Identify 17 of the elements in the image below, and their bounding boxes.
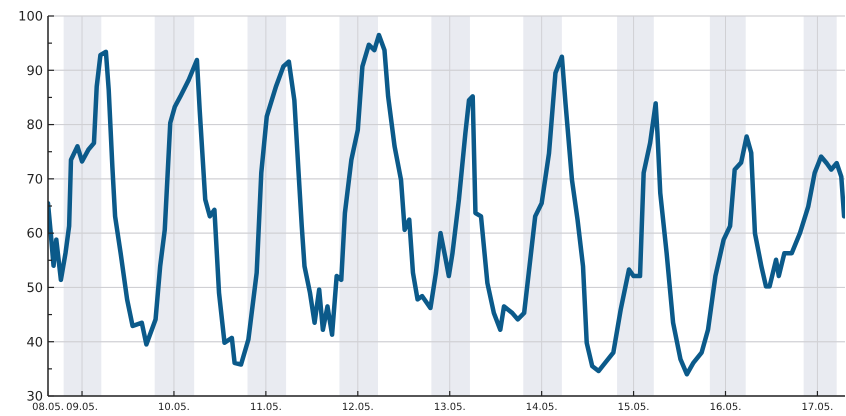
x-tick-label: 13.05. bbox=[434, 402, 466, 413]
x-tick-label: 16.05. bbox=[710, 402, 742, 413]
y-tick-label: 70 bbox=[26, 172, 43, 188]
x-tick-label: 10.05. bbox=[158, 402, 190, 413]
y-tick-label: 40 bbox=[26, 335, 43, 350]
x-tick-label: 08.05. bbox=[32, 402, 64, 413]
x-tick-label: 14.05. bbox=[526, 402, 558, 413]
x-tick-label: 12.05. bbox=[342, 402, 374, 413]
x-tick-label: 17.05. bbox=[802, 402, 834, 413]
x-tick-label: 15.05. bbox=[618, 402, 650, 413]
x-tick-label: 11.05. bbox=[250, 402, 282, 413]
x-tick-label: 09.05. bbox=[66, 402, 98, 413]
y-tick-label: 80 bbox=[26, 118, 43, 134]
y-tick-label: 100 bbox=[18, 10, 43, 25]
y-tick-label: 50 bbox=[26, 280, 43, 296]
y-tick-label: 90 bbox=[26, 64, 43, 79]
y-tick-label: 60 bbox=[26, 226, 43, 242]
